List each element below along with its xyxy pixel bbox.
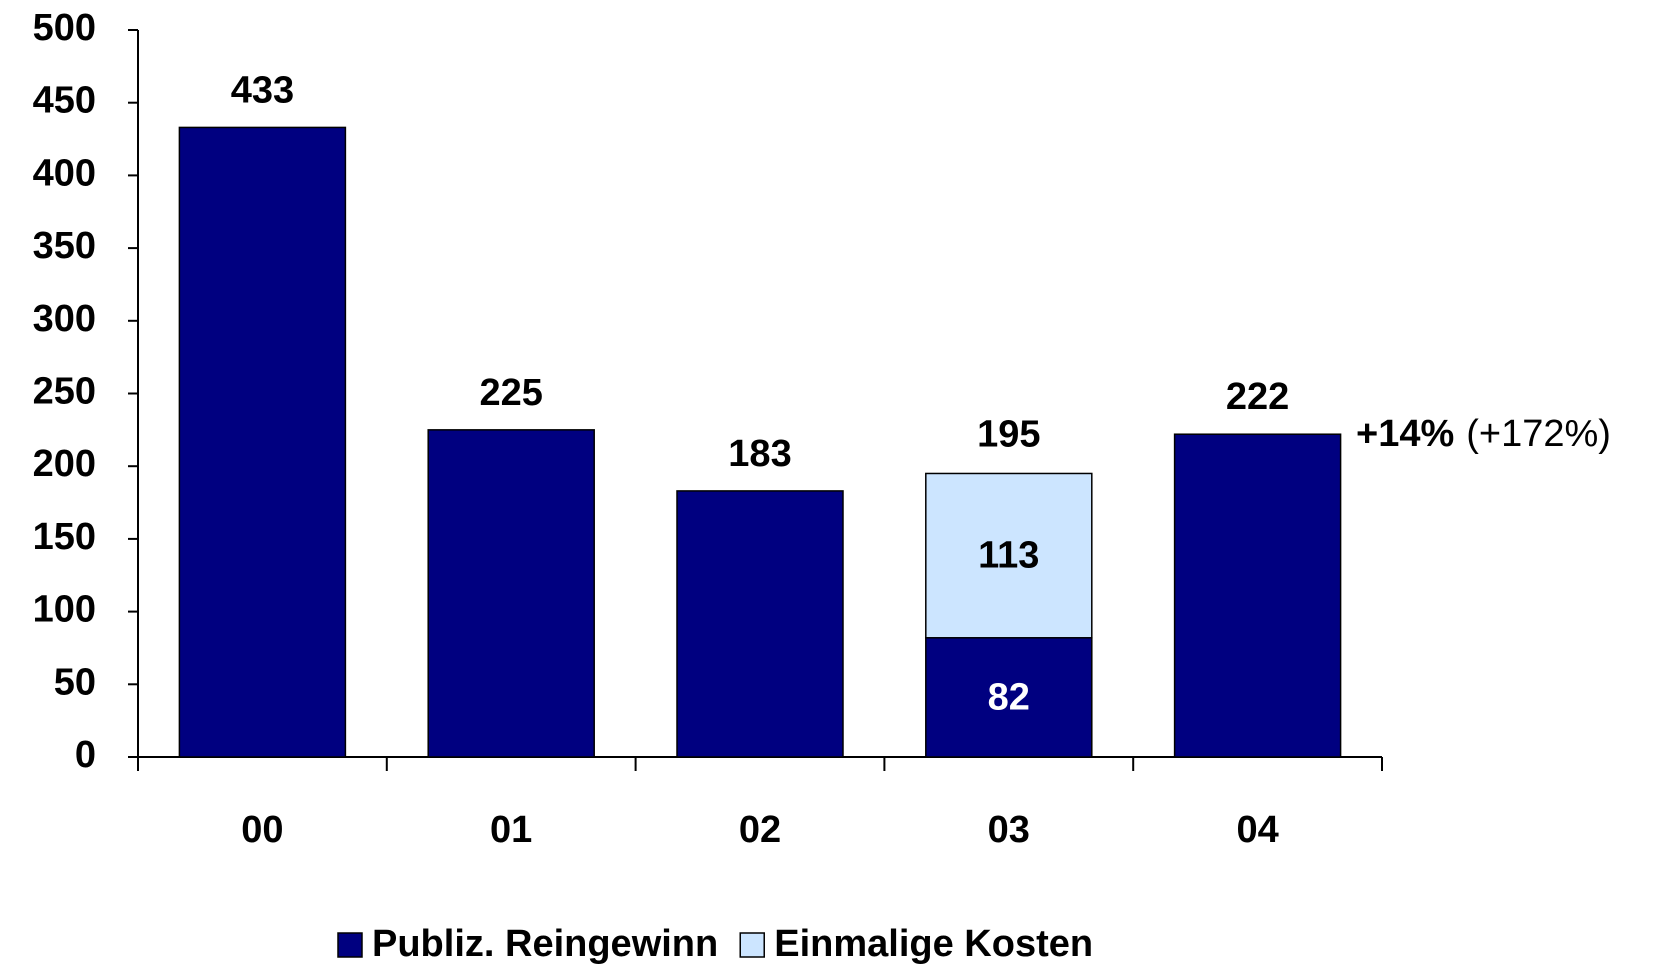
annotation-normal: (+172%) — [1466, 413, 1611, 455]
y-tick-label: 0 — [75, 734, 96, 776]
y-tick-label: 400 — [33, 152, 96, 194]
value-label: 183 — [728, 433, 791, 475]
x-tick-label: 03 — [988, 809, 1030, 851]
annotation: +14% (+172%) — [1356, 413, 1611, 455]
value-label: 82 — [988, 676, 1030, 718]
y-tick-label: 50 — [54, 661, 96, 703]
value-label: 113 — [978, 535, 1039, 577]
legend-label: Einmalige Kosten — [774, 923, 1093, 965]
total-label: 195 — [977, 414, 1040, 456]
legend-swatch — [337, 932, 363, 958]
x-tick-label: 02 — [739, 809, 781, 851]
x-tick-label: 00 — [241, 809, 283, 851]
bar-segment — [1173, 433, 1342, 758]
y-tick-label: 300 — [33, 298, 96, 340]
y-tick-label: 250 — [33, 371, 96, 413]
y-tick-label: 200 — [33, 443, 96, 485]
y-tick-label: 350 — [33, 225, 96, 267]
x-tick-label: 04 — [1236, 809, 1278, 851]
y-tick-label: 150 — [33, 516, 96, 558]
value-label: 433 — [231, 69, 294, 111]
annotation-bold: +14% — [1356, 413, 1454, 455]
value-label: 225 — [479, 372, 542, 414]
y-tick-label: 100 — [33, 589, 96, 631]
legend-label: Publiz. Reingewinn — [372, 923, 718, 965]
x-tick-label: 01 — [490, 809, 532, 851]
bar-segment — [676, 490, 844, 758]
bar-segment — [427, 429, 595, 758]
value-label: 222 — [1226, 376, 1289, 418]
bar-segment — [925, 472, 1093, 639]
y-tick-label: 450 — [33, 80, 96, 122]
bar-segment — [178, 126, 347, 758]
legend-swatch — [739, 932, 765, 958]
y-tick-label: 500 — [33, 7, 96, 49]
